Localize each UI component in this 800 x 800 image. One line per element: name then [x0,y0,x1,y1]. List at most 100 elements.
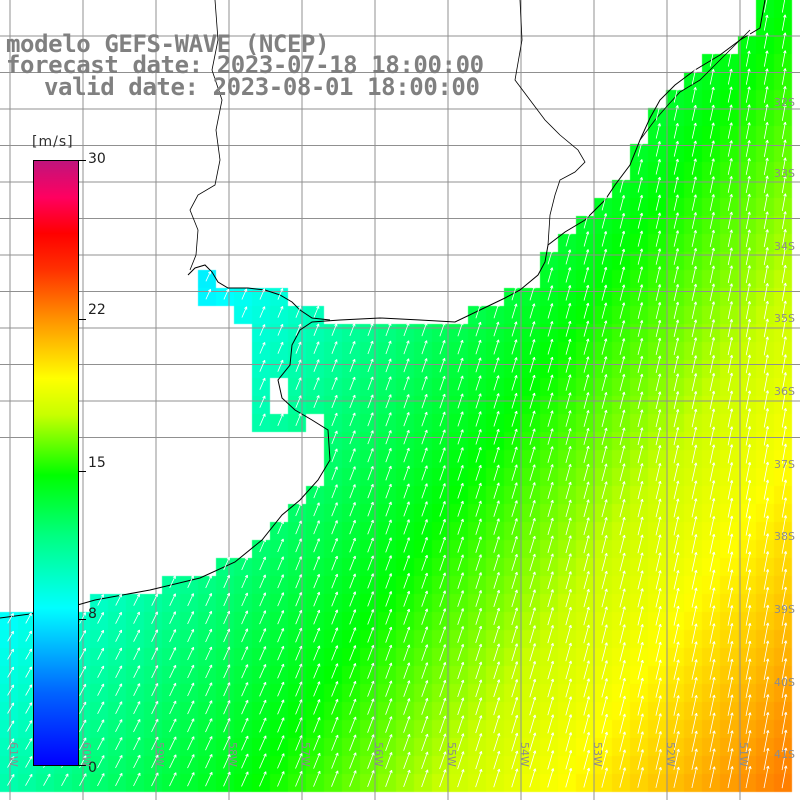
wind-arrow [745,390,752,410]
wind-arrow [673,570,680,590]
wind-arrow [763,515,770,536]
wind-arrow [781,282,787,302]
wind-arrow [403,733,411,751]
wind-arrow [691,122,697,139]
wind-arrow [439,429,446,445]
wind-arrow [655,766,662,788]
wind-arrow [223,664,231,679]
wind-arrow [619,320,626,337]
wind-arrow [637,534,644,554]
wind-arrow [781,443,787,464]
wind-arrow [637,641,644,662]
wind-arrow [511,607,518,626]
wind-arrow [619,373,626,391]
wind-arrow [583,731,591,752]
wind-arrow [511,428,518,445]
wind-arrow [637,552,644,572]
wind-arrow [763,479,770,500]
wind-arrow [313,556,320,571]
wind-arrow [421,751,429,770]
wind-arrow [133,629,140,642]
colorbar-tick [79,619,86,620]
wind-arrow [745,247,751,266]
wind-arrow [313,305,320,318]
wind-arrow [421,411,428,427]
wind-arrow [223,610,231,625]
wind-arrow [385,501,392,517]
wind-arrow [439,393,446,409]
wind-arrow [727,480,734,500]
wind-arrow [655,176,661,193]
wind-arrow [601,588,608,608]
wind-arrow [763,139,769,157]
wind-arrow [673,283,680,301]
wind-arrow [511,679,519,698]
wind-arrow [781,461,787,482]
wind-arrow [565,606,572,626]
wind-arrow [727,444,734,464]
wind-arrow [565,660,572,680]
wind-arrow [421,519,428,535]
wind-arrow [781,318,787,338]
wind-arrow [655,480,662,500]
wind-arrow [691,694,698,716]
wind-arrow [439,554,446,571]
wind-arrow [709,498,716,518]
wind-arrow [349,698,357,715]
wind-arrow [367,466,374,481]
wind-arrow [277,663,285,679]
wind-arrow [655,391,662,410]
wind-arrow [727,766,734,789]
wind-arrow [403,394,410,409]
wind-arrow [781,407,787,428]
wind-arrow [259,735,267,751]
wind-arrow [313,573,320,589]
wind-arrow [745,122,751,139]
wind-arrow [601,713,608,734]
wind-arrow [565,696,572,716]
wind-arrow [781,425,787,446]
wind-arrow [565,428,572,445]
wind-arrow [781,68,787,85]
wind-arrow [205,682,213,697]
wind-arrow [583,249,590,265]
wind-arrow [691,265,697,283]
wind-arrow [673,605,680,626]
wind-arrow [223,771,231,787]
wind-arrow [709,337,716,356]
wind-arrow [511,750,519,770]
wind-arrow [601,213,608,229]
colorbar-tick-label: 22 [88,302,106,318]
wind-arrow [295,520,302,535]
wind-arrow [277,305,284,318]
wind-arrow [349,358,356,373]
wind-arrow [97,719,105,732]
wind-arrow [655,605,662,626]
wind-arrow [655,462,662,482]
wind-arrow [331,716,339,733]
wind-arrow [637,677,644,698]
wind-arrow [349,340,356,355]
wind-arrow [547,356,554,373]
wind-arrow [133,772,141,787]
wind-arrow [349,609,357,625]
wind-arrow [583,392,590,409]
wind-arrow [673,373,680,392]
wind-arrow [241,771,249,787]
wind-arrow [547,374,554,391]
wind-arrow [529,750,537,770]
wind-arrow [529,446,536,463]
wind-arrow [385,394,392,409]
wind-arrow [511,536,518,553]
wind-arrow [655,337,662,355]
wind-arrow [655,677,662,698]
wind-arrow [169,629,177,643]
wind-arrow [295,323,302,336]
wind-arrow [331,663,339,679]
wind-arrow [619,516,626,536]
wind-arrow [709,641,716,662]
wind-arrow [781,479,788,500]
wind-arrow [745,426,752,446]
wind-arrow [493,518,500,535]
wind-arrow [331,591,339,607]
